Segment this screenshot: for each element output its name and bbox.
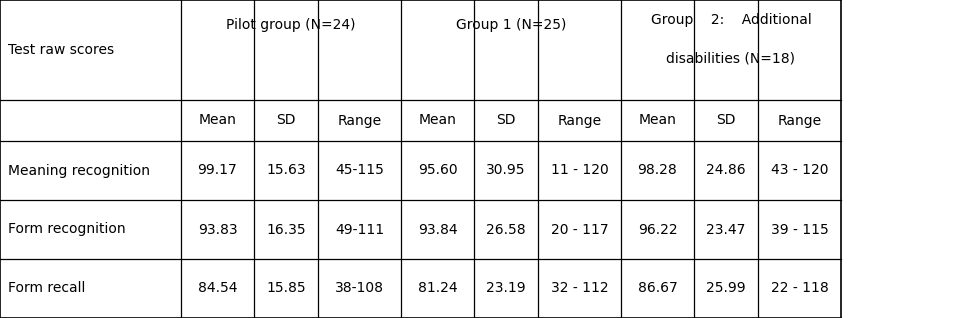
Text: Mean: Mean [419, 114, 457, 128]
Text: Pilot group (N=24): Pilot group (N=24) [226, 18, 356, 32]
Text: 25.99: 25.99 [706, 281, 746, 295]
Text: 98.28: 98.28 [638, 163, 677, 177]
Text: 11 - 120: 11 - 120 [550, 163, 609, 177]
Text: 30.95: 30.95 [486, 163, 526, 177]
Text: SD: SD [277, 114, 296, 128]
Text: 20 - 117: 20 - 117 [550, 223, 609, 237]
Text: 23.19: 23.19 [486, 281, 526, 295]
Text: SD: SD [716, 114, 735, 128]
Text: Meaning recognition: Meaning recognition [8, 163, 150, 177]
Text: 43 - 120: 43 - 120 [770, 163, 828, 177]
Text: 99.17: 99.17 [198, 163, 238, 177]
Text: Range: Range [777, 114, 821, 128]
Text: 81.24: 81.24 [418, 281, 458, 295]
Text: 24.86: 24.86 [706, 163, 746, 177]
Text: 45-115: 45-115 [335, 163, 384, 177]
Text: 93.84: 93.84 [418, 223, 458, 237]
Text: SD: SD [496, 114, 516, 128]
Text: Group    2:    Additional: Group 2: Additional [651, 13, 811, 27]
Text: 38-108: 38-108 [335, 281, 384, 295]
Text: 15.85: 15.85 [266, 281, 306, 295]
Text: 23.47: 23.47 [706, 223, 746, 237]
Text: Group 1 (N=25): Group 1 (N=25) [456, 18, 566, 32]
Text: Form recall: Form recall [8, 281, 86, 295]
Text: 16.35: 16.35 [266, 223, 306, 237]
Text: Mean: Mean [639, 114, 676, 128]
Text: 26.58: 26.58 [486, 223, 526, 237]
Text: 22 - 118: 22 - 118 [770, 281, 828, 295]
Text: 96.22: 96.22 [638, 223, 677, 237]
Text: 84.54: 84.54 [198, 281, 238, 295]
Text: 15.63: 15.63 [266, 163, 306, 177]
Text: Range: Range [337, 114, 382, 128]
Text: Range: Range [557, 114, 602, 128]
Text: 39 - 115: 39 - 115 [770, 223, 828, 237]
Text: Test raw scores: Test raw scores [8, 43, 114, 57]
Text: 32 - 112: 32 - 112 [550, 281, 609, 295]
Text: disabilities (N=18): disabilities (N=18) [666, 51, 796, 65]
Text: Mean: Mean [199, 114, 237, 128]
Text: 93.83: 93.83 [198, 223, 238, 237]
Text: 95.60: 95.60 [418, 163, 458, 177]
Text: Form recognition: Form recognition [8, 223, 126, 237]
Text: 86.67: 86.67 [638, 281, 677, 295]
Text: 49-111: 49-111 [335, 223, 384, 237]
